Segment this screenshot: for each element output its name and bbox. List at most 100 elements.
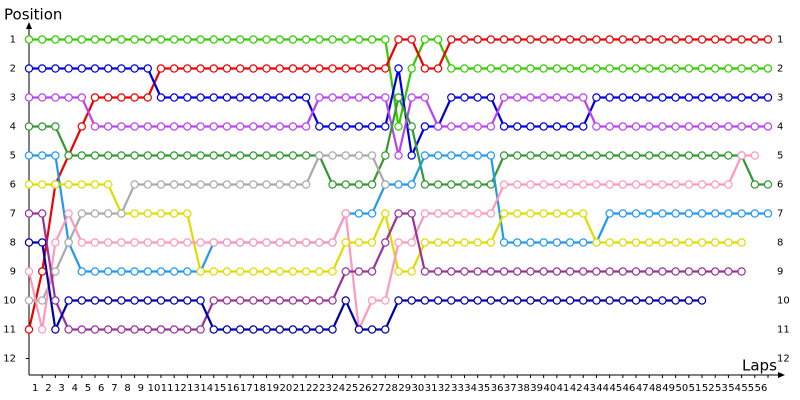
lap-point: [288, 93, 298, 102]
y-tick-label: 10: [3, 296, 16, 307]
lap-point: [671, 151, 680, 160]
lap-point: [117, 35, 126, 44]
lap-point: [24, 151, 34, 160]
lap-point: [552, 93, 562, 102]
lap-point: [473, 238, 482, 247]
lap-point: [301, 64, 311, 73]
lap-point: [235, 151, 245, 160]
lap-point: [433, 267, 443, 276]
lap-point: [394, 93, 403, 102]
lap-point: [671, 180, 680, 189]
lap-point: [235, 93, 245, 102]
x-tick-label: 51: [689, 383, 702, 394]
lap-point: [301, 35, 311, 44]
lap-point: [526, 209, 535, 218]
lap-point: [156, 64, 166, 73]
y-tick-label: 6: [10, 180, 16, 191]
lap-point: [288, 267, 298, 276]
lap-point: [341, 180, 350, 189]
lap-point: [499, 296, 509, 305]
lap-point: [37, 209, 47, 218]
lap-point: [196, 180, 205, 189]
lap-point: [209, 296, 218, 305]
x-tick-label: 2: [45, 383, 51, 394]
lap-point: [37, 180, 47, 189]
x-tick-label: 29: [398, 383, 411, 394]
lap-point: [367, 238, 377, 247]
lap-point: [552, 209, 562, 218]
lap-point: [209, 35, 218, 44]
lap-point: [235, 180, 245, 189]
lap-point: [288, 180, 298, 189]
lap-point: [711, 180, 720, 189]
lap-point: [156, 267, 166, 276]
lap-point: [275, 296, 284, 305]
lap-point: [645, 93, 654, 102]
lap-point: [499, 122, 509, 131]
lap-point: [447, 267, 456, 276]
lap-point: [750, 209, 760, 218]
lap-point: [156, 93, 166, 102]
lap-point: [579, 296, 588, 305]
lap-point: [24, 325, 34, 334]
lap-point: [222, 64, 232, 73]
lap-point: [605, 209, 614, 218]
lap-point: [697, 93, 707, 102]
lap-point: [684, 180, 694, 189]
x-tick-label: 21: [293, 383, 306, 394]
lap-point: [235, 238, 245, 247]
lap-point: [684, 64, 694, 73]
lap-point: [750, 64, 760, 73]
lap-point: [631, 238, 641, 247]
lap-point: [394, 64, 403, 73]
lap-point: [407, 151, 416, 160]
lap-point: [394, 122, 403, 131]
lap-point: [367, 93, 377, 102]
lap-point: [143, 209, 152, 218]
lap-point: [367, 122, 377, 131]
y-tick-label: 4: [10, 122, 16, 133]
lap-point: [37, 267, 47, 276]
lap-point: [711, 209, 720, 218]
lap-point: [671, 93, 680, 102]
lap-point: [183, 35, 192, 44]
lap-point: [196, 93, 205, 102]
lap-point: [354, 35, 364, 44]
lap-point: [711, 122, 720, 131]
lap-point: [513, 267, 522, 276]
lap-point: [341, 35, 350, 44]
lap-point: [103, 209, 113, 218]
lap-point: [433, 35, 443, 44]
lap-point: [526, 122, 535, 131]
lap-point: [315, 122, 324, 131]
series-line: [29, 183, 742, 273]
lap-point: [539, 151, 548, 160]
lap-point: [367, 267, 377, 276]
lap-point: [486, 180, 496, 189]
x-tick-label: 20: [280, 383, 293, 394]
lap-point: [552, 64, 562, 73]
lap-point: [486, 151, 496, 160]
lap-point: [235, 267, 245, 276]
lap-point: [631, 122, 641, 131]
lap-point: [315, 325, 324, 334]
x-tick-label: 19: [266, 383, 279, 394]
lap-point: [631, 93, 641, 102]
lap-point: [499, 64, 509, 73]
lap-point: [579, 267, 588, 276]
lap-point: [315, 64, 324, 73]
lap-point: [249, 238, 258, 247]
lap-point: [288, 35, 298, 44]
lap-point: [169, 325, 179, 334]
lap-point: [262, 122, 271, 131]
lap-point: [117, 93, 126, 102]
lap-point: [433, 209, 443, 218]
y-tick-label-right: 5: [777, 151, 783, 162]
lap-point: [77, 151, 86, 160]
lap-point: [737, 64, 746, 73]
lap-point: [196, 296, 205, 305]
x-tick-label: 1: [32, 383, 38, 394]
lap-point: [605, 267, 614, 276]
lap-point: [209, 325, 218, 334]
